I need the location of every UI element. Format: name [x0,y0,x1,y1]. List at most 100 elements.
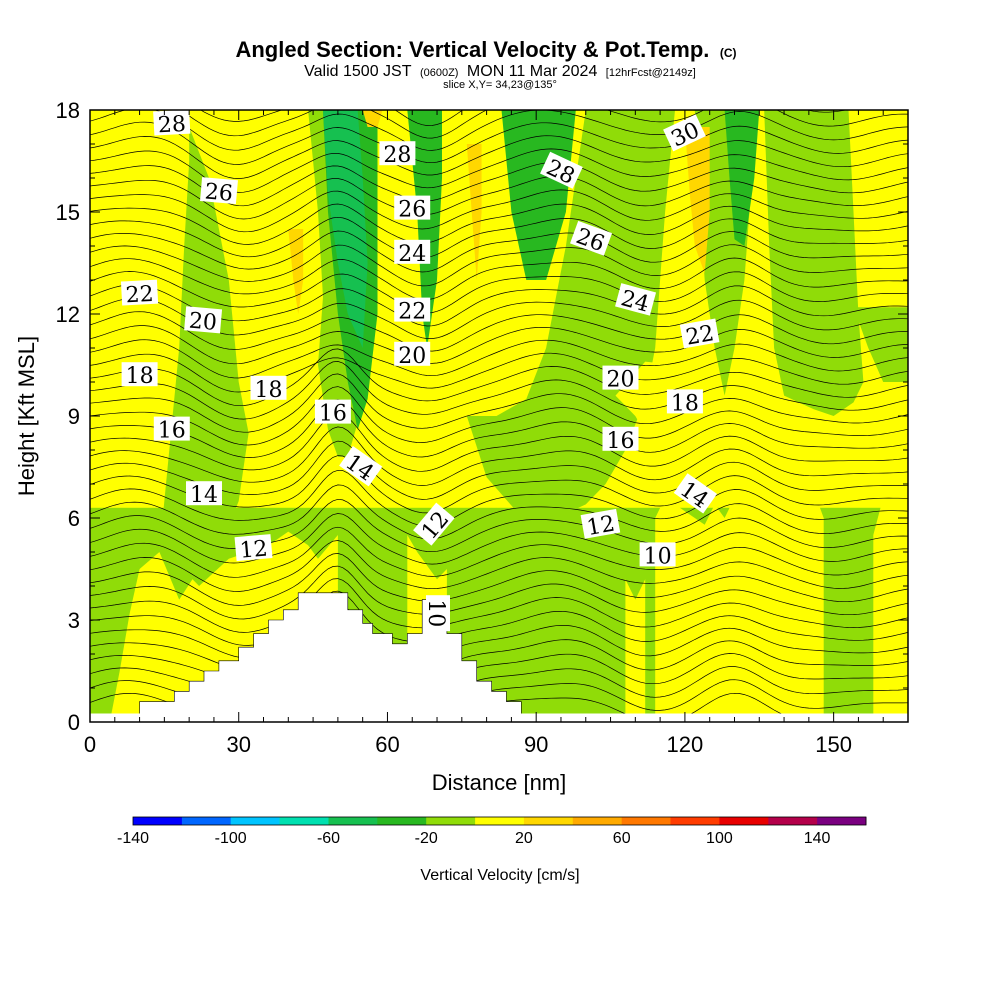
isentrope-line [90,469,908,527]
isentrope-label-box [234,534,273,562]
y-axis-label: Height [Kft MSL] [14,336,39,496]
isentrope-label: 16 [314,399,351,427]
isentrope-label-text: 20 [607,368,635,393]
isentrope-line [200,110,848,126]
velocity-band [684,127,710,274]
isentrope-label-text: 26 [204,179,234,206]
isentrope-line [90,297,908,339]
isentrope-label-text: 12 [239,536,269,563]
isentrope-label-text: 28 [383,143,411,168]
isentrope-label-box [663,114,706,152]
velocity-band [625,579,646,722]
y-tick-label: 12 [56,302,80,327]
colorbar-swatch [768,817,818,825]
isentrope-label-text: 20 [398,344,426,369]
isentrope-label: 24 [394,239,431,267]
isentrope-label: 18 [250,375,287,403]
colorbar-swatch [279,817,329,825]
x-tick-label: 30 [226,732,250,757]
isentrope-line [90,386,908,446]
isentrope-line [90,325,908,365]
colorbar-swatch [523,817,574,825]
colorbar-tick-label: -60 [317,830,340,847]
velocity-band [764,110,864,416]
isentrope-label-text: 24 [398,242,426,267]
colorbar-swatch [426,817,476,825]
x-tick-label: 0 [84,732,96,757]
isentrope-line [179,110,908,139]
isentrope-label: 26 [200,177,238,207]
colorbar-tick-label: 140 [804,830,831,847]
isentrope-label: 14 [186,481,222,508]
isentrope-label-text: 18 [255,378,283,403]
isentrope-label: 10 [423,595,450,632]
colorbar-swatch [133,817,183,825]
isentrope-label-text: 10 [644,544,672,569]
colorbar-tick-label: 20 [515,830,533,847]
isentrope-line [90,203,908,245]
isentrope-label-box [379,141,416,166]
isentrope-line [90,590,908,646]
isentrope-label-box [250,375,287,400]
isentrope-line [90,484,908,540]
x-tick-label: 120 [667,732,704,757]
velocity-band [159,127,249,600]
isentrope-label-text: 10 [423,599,448,627]
isentrope-label: 28 [379,141,416,168]
isentrope-label-text: 16 [158,419,186,444]
isentrope-label-text: 16 [607,429,635,454]
colorbar-swatch [230,817,281,825]
isentrope-label-box [413,502,455,546]
isentrope-line [90,513,908,565]
velocity-band [446,110,497,382]
velocity-band [501,110,576,280]
isentrope-line [90,175,908,220]
isentrope-line [90,603,908,659]
isentrope-label-text: 22 [684,321,716,350]
colorbar-tick-label: -140 [117,830,149,847]
terrain-profile [139,592,522,722]
isentrope-line [90,271,908,314]
colorbar-swatch [817,817,867,825]
isentrope-label: 16 [153,416,190,444]
isentrope-label-box [580,508,621,539]
colorbar-tick-label: 60 [613,830,631,847]
x-axis-label: Distance [nm] [432,770,567,795]
isentrope-line [90,257,908,300]
isentrope-label-text: 20 [188,309,218,336]
plot-area: 2826222018181616141228262422201412102826… [90,110,908,722]
isentrope-label-box [120,279,159,306]
colorbar-swatch [377,817,427,825]
ground-strip [90,713,908,722]
chart-slice-info: slice X,Y= 34,23@135° [443,79,557,91]
colorbar: -140 -100 -60 -20 20 60 100 140 [117,816,867,847]
colorbar-swatch [621,817,672,825]
velocity-band [724,110,760,246]
isentrope-line [90,216,908,259]
colorbar-title: Vertical Velocity [cm/s] [420,867,579,884]
x-axis-ticks: 0 30 60 90 120 150 [84,110,909,757]
isentrope-label-box [679,318,720,349]
contour-labels: 2826222018181616141228262422201412102826… [120,110,720,632]
y-tick-label: 6 [68,506,80,531]
isentrope-label: 18 [121,362,158,389]
isentrope-label: 26 [394,195,431,223]
colorbar-swatch [328,817,378,825]
velocity-band [655,450,824,722]
chart-valid-time: Valid 1500 JST (0600Z) MON 11 Mar 2024 [… [304,63,696,80]
y-axis-ticks: 0 3 6 9 12 15 18 [56,98,908,735]
isentrope-label: 12 [234,534,273,564]
colorbar-frame [132,816,867,826]
terrain-mask [90,592,908,722]
y-tick-label: 18 [56,98,80,123]
isentrope-label-box [426,595,450,632]
y-tick-label: 0 [68,710,80,735]
chart-title: Angled Section: Vertical Velocity & Pot.… [235,37,736,62]
isentrope-label-box [394,297,431,322]
velocity-band [466,144,482,280]
isentrope-label-box [615,283,657,316]
isentrope-label: 20 [602,365,639,393]
colorbar-tick-label: 100 [706,830,733,847]
isentrope-label: 12 [580,508,621,541]
isentrope-label-text: 22 [398,300,426,325]
